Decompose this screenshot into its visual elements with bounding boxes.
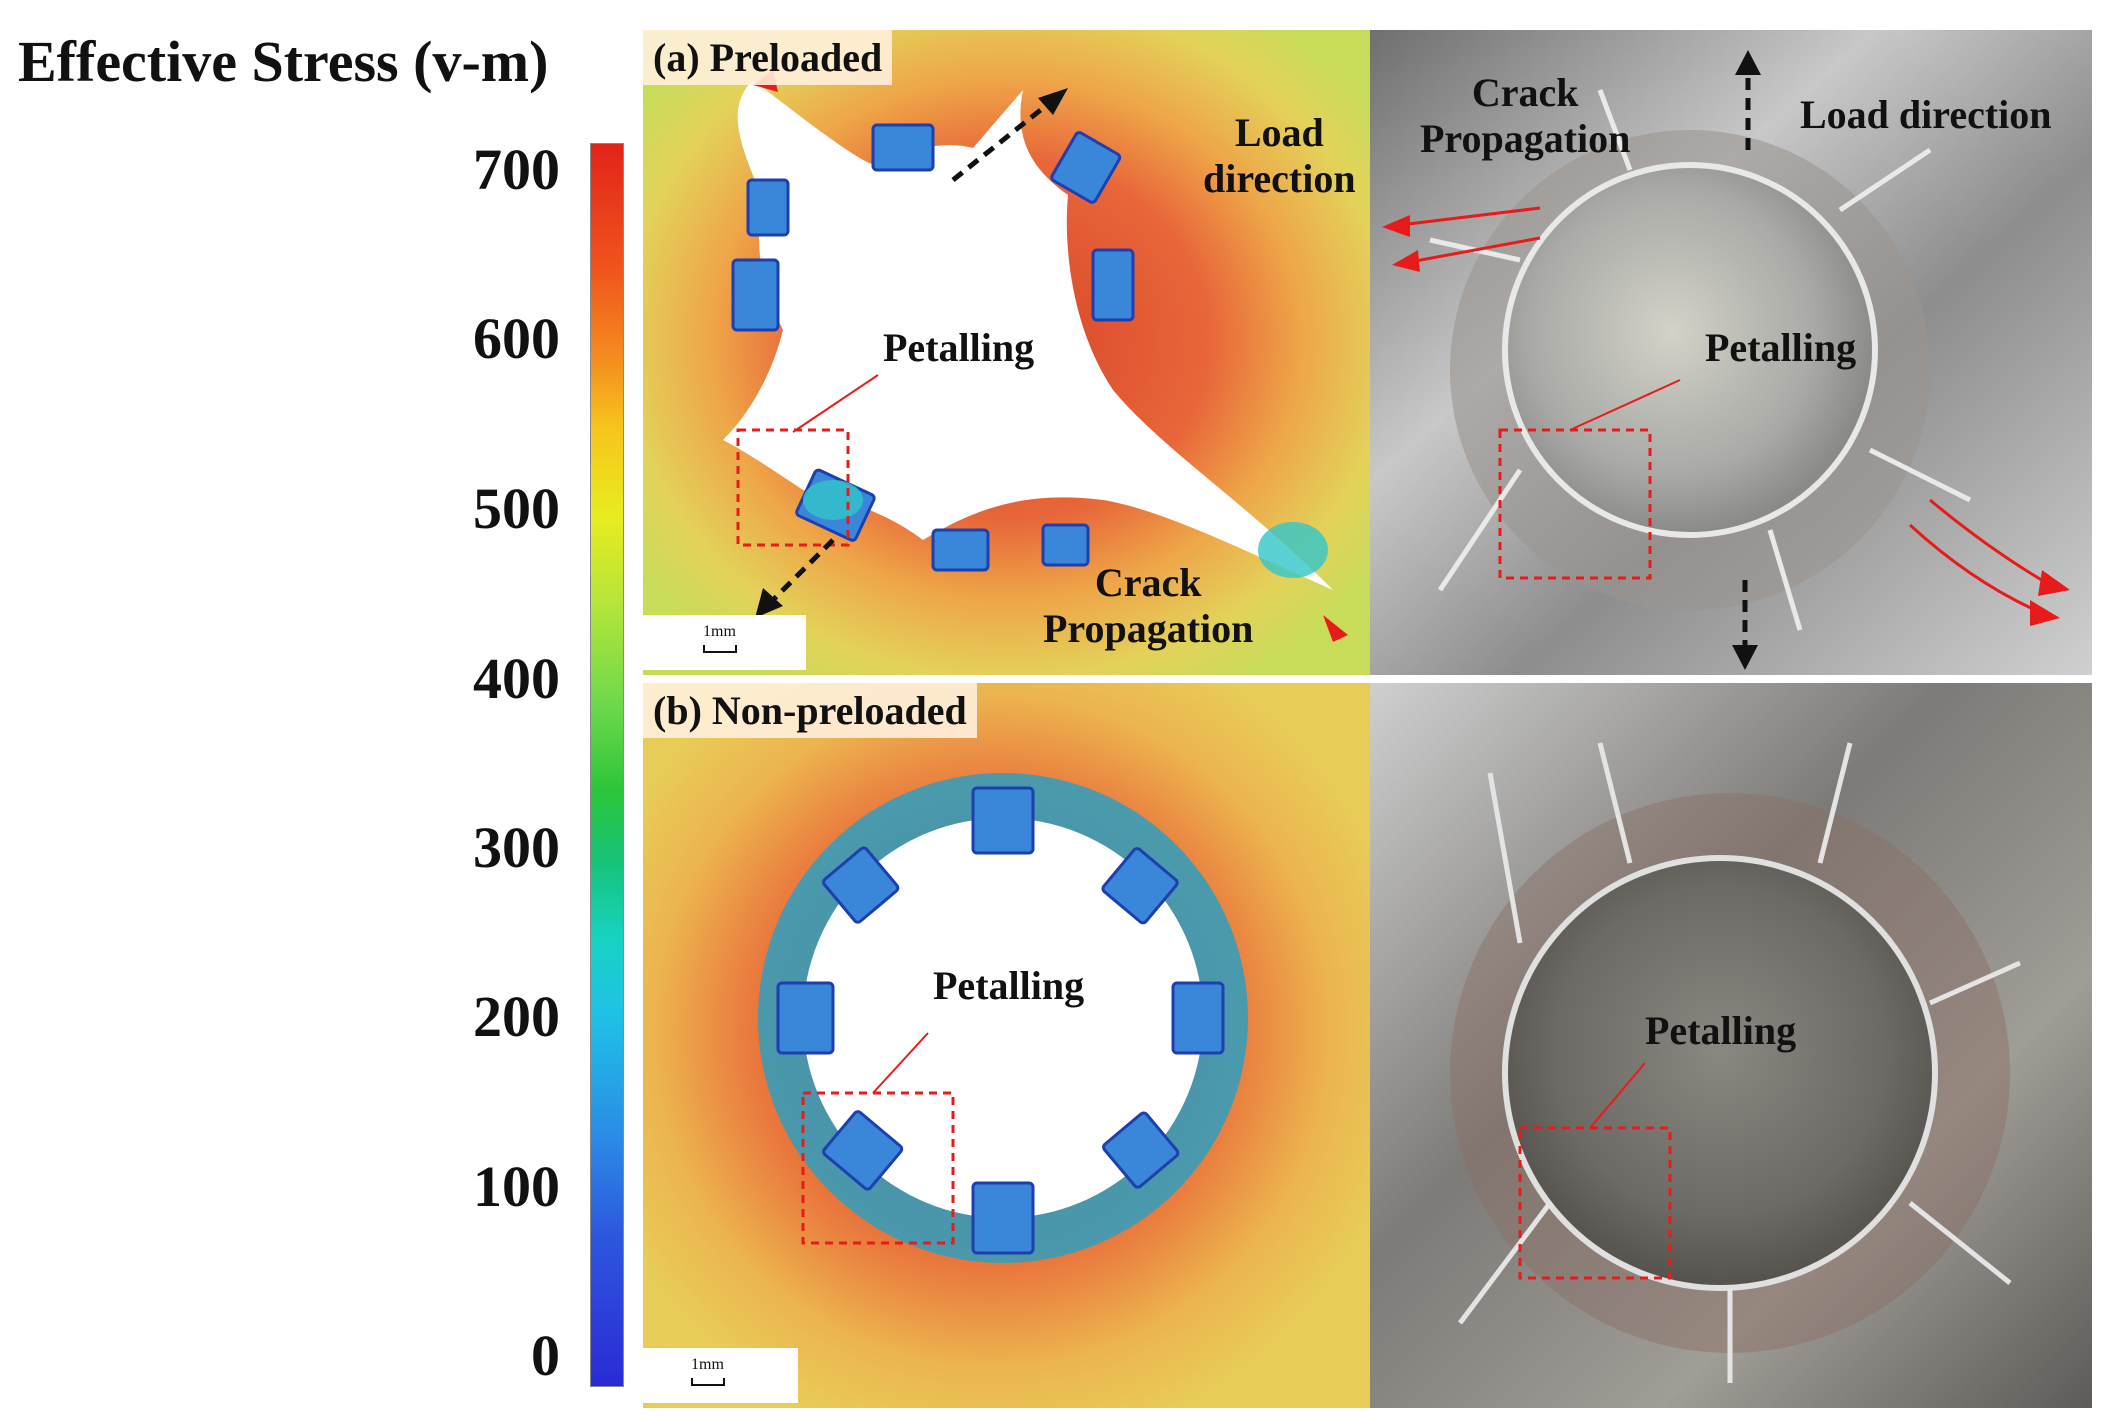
tick-label: 500 xyxy=(473,476,560,541)
photo-non-preloaded: Petalling xyxy=(1370,683,2092,1408)
tick-label: 600 xyxy=(473,306,560,371)
panel-a-label: (a) Preloaded xyxy=(643,30,893,85)
tick-label: 100 xyxy=(473,1154,560,1219)
legend-title: Effective Stress (v-m) xyxy=(18,29,549,94)
load-direction-label: Load direction xyxy=(1800,92,2052,137)
scale-bar: 1mm xyxy=(643,1348,798,1403)
stress-colorbar xyxy=(590,143,624,1387)
tick-label: 400 xyxy=(473,646,560,711)
photo-preloaded: Crack Propagation Load direction Petallin… xyxy=(1370,30,2092,675)
tick-label: 200 xyxy=(473,984,560,1049)
tick-label: 0 xyxy=(531,1323,560,1388)
petalling-label: Petalling xyxy=(1645,1008,1797,1053)
petalling-label: Petalling xyxy=(883,325,1035,370)
panel-b-label: (b) Non-preloaded xyxy=(643,683,977,738)
load-direction-label: Load direction xyxy=(1203,110,1356,201)
simulation-non-preloaded: (b) Non-preloaded Petalling 1mm xyxy=(643,683,1370,1408)
tick-label: 700 xyxy=(473,137,560,202)
crack-propagation-label: Crack Propagation xyxy=(1043,560,1254,651)
tick-label: 300 xyxy=(473,815,560,880)
crack-propagation-label: Crack Propagation xyxy=(1420,70,1631,161)
petalling-label: Petalling xyxy=(1705,325,1857,370)
petalling-label: Petalling xyxy=(933,963,1085,1008)
scale-bar: 1mm xyxy=(643,615,806,670)
simulation-preloaded: (a) Preloaded Petalling Load direction Cr… xyxy=(643,30,1370,675)
